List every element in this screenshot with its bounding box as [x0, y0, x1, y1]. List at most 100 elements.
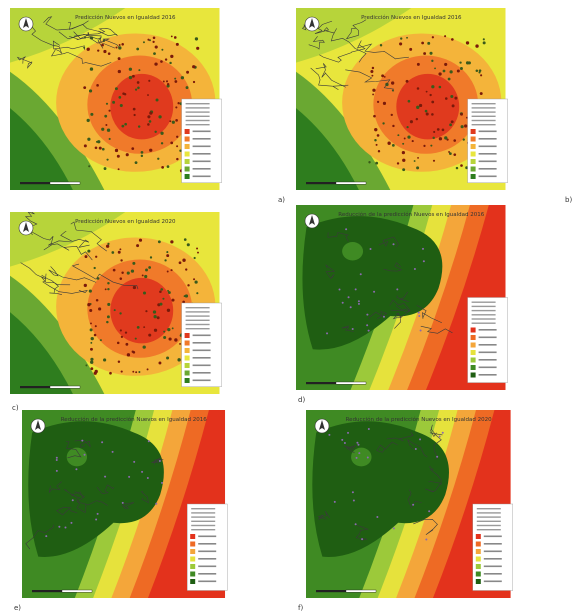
location-point: [444, 62, 448, 66]
legend: [467, 297, 508, 383]
map-svg: Reducción de la predicción Nuevos en Igu…: [306, 410, 562, 598]
location-point: [424, 109, 428, 113]
location-point: [134, 88, 138, 91]
location-point: [108, 137, 111, 141]
panel-label: e): [14, 604, 22, 612]
location-point: [90, 347, 93, 351]
location-point: [88, 289, 92, 293]
location-point: [176, 135, 179, 138]
location-point: [111, 450, 114, 453]
location-point: [115, 46, 118, 49]
location-point: [401, 151, 405, 155]
scale-bar-icon: [306, 381, 367, 385]
location-point: [149, 256, 153, 259]
location-point: [101, 441, 104, 444]
zone-island: [351, 447, 372, 467]
boundary-line: [317, 510, 331, 520]
map-svg: Reducción de la predicción Nuevos en Igu…: [22, 410, 276, 598]
location-point: [357, 302, 360, 305]
location-point: [366, 456, 369, 459]
location-point: [186, 70, 190, 74]
location-point: [138, 371, 141, 374]
location-point: [361, 538, 364, 541]
location-point: [136, 81, 140, 84]
legend-swatch: [190, 556, 196, 562]
north-arrow-icon: [30, 418, 46, 434]
boundary-line: [425, 481, 441, 493]
location-point: [192, 80, 196, 84]
location-point: [161, 481, 164, 484]
legend-text-line: [471, 301, 496, 303]
location-point: [349, 306, 352, 309]
location-point: [345, 228, 348, 231]
boundary-line: [327, 232, 349, 242]
location-point: [119, 312, 122, 315]
location-point: [356, 441, 359, 444]
location-point: [196, 292, 199, 295]
location-point: [405, 79, 409, 83]
location-point: [130, 269, 135, 273]
boundary-line: [20, 262, 71, 286]
boundary-line: [420, 325, 453, 334]
location-point: [136, 326, 140, 329]
location-point: [141, 274, 144, 277]
location-point: [86, 47, 90, 51]
location-point: [163, 330, 166, 333]
location-point: [455, 166, 459, 170]
legend-swatch: [184, 355, 190, 361]
location-point: [109, 371, 112, 375]
zone-red: [110, 277, 174, 344]
location-point: [171, 120, 175, 124]
location-point: [430, 144, 433, 147]
location-point: [415, 117, 419, 121]
legend-text-line: [471, 115, 496, 117]
map-panel: Reducción de la predicción Nuevos en Igu…: [296, 205, 558, 390]
location-point: [166, 356, 170, 360]
legend-text-line: [478, 366, 497, 369]
location-point: [119, 104, 123, 108]
location-point: [166, 251, 169, 254]
location-point: [367, 329, 370, 332]
location-point: [173, 36, 177, 39]
legend-text-line: [185, 315, 210, 317]
location-point: [169, 120, 172, 123]
legend-swatch: [184, 151, 190, 157]
location-point: [358, 452, 361, 455]
scale-bar-icon: [20, 181, 81, 185]
legend-swatch: [184, 348, 190, 353]
zone-darkgreen: [10, 312, 73, 394]
legend-text-line: [478, 359, 497, 361]
legend-text-line: [185, 124, 210, 126]
boundary-line: [345, 19, 367, 40]
location-point: [70, 521, 73, 524]
location-point: [95, 518, 98, 521]
margin-area: [219, 212, 272, 394]
boundary-line: [392, 312, 402, 329]
location-point: [55, 469, 58, 472]
legend-text-line: [185, 307, 210, 309]
boundary-line: [70, 221, 107, 252]
location-point: [460, 164, 463, 167]
north-arrow-icon: [304, 213, 320, 229]
location-point: [182, 300, 185, 304]
location-point: [160, 288, 164, 291]
location-point: [108, 109, 111, 112]
map-panel: Predicción Nuevos en Igualdad 2016: [296, 8, 558, 190]
legend-swatch: [184, 340, 190, 346]
location-point: [436, 455, 439, 458]
panel-label: d): [298, 396, 306, 404]
location-point: [132, 107, 136, 111]
legend: [186, 503, 228, 591]
legend-text-line: [198, 543, 217, 545]
location-point: [153, 328, 158, 332]
location-point: [196, 46, 200, 50]
location-point: [174, 338, 178, 342]
panel-title: Reducción de la predicción Nuevos en Igu…: [346, 416, 493, 423]
legend-text-line: [185, 111, 210, 113]
location-point: [170, 54, 174, 59]
location-point: [196, 247, 199, 250]
legend-swatch: [470, 372, 476, 378]
boundary-line: [58, 31, 104, 49]
legend-text-line: [483, 565, 502, 568]
boundary-line: [308, 36, 325, 50]
